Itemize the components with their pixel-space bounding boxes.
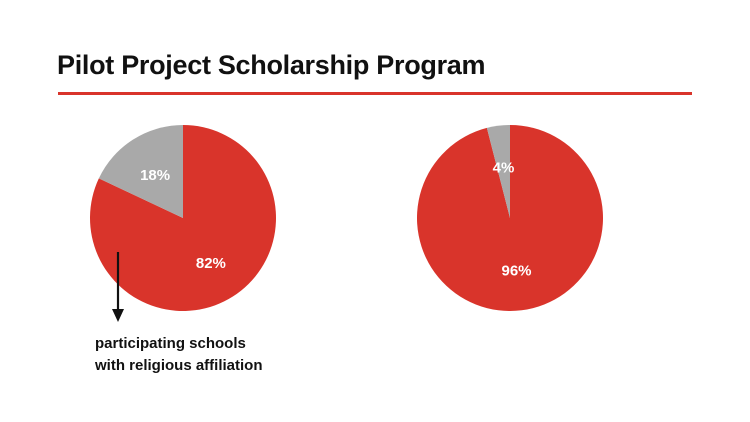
page-title: Pilot Project Scholarship Program [57,50,486,80]
title-underline [58,92,692,95]
annotation-text: participating schools with religious aff… [95,333,263,377]
pie-label-1-1: 4% [493,159,515,176]
pie-slice-0-1 [98,125,183,218]
annotation-line-2: with religious affiliation [95,357,263,374]
annotation-line-1: participating schools [95,335,246,352]
pie-chart-left: 82% 18% [90,125,277,311]
pie-label-1-0: 96% [501,263,531,280]
pie-label-0-0: 82% [196,255,226,272]
annotation-arrow [112,252,124,322]
pie-chart-right: 96% 4% [416,125,603,311]
pie-slice-1-0 [416,125,603,311]
pie-slice-1-1 [486,125,510,218]
pie-label-0-1: 18% [140,167,170,184]
